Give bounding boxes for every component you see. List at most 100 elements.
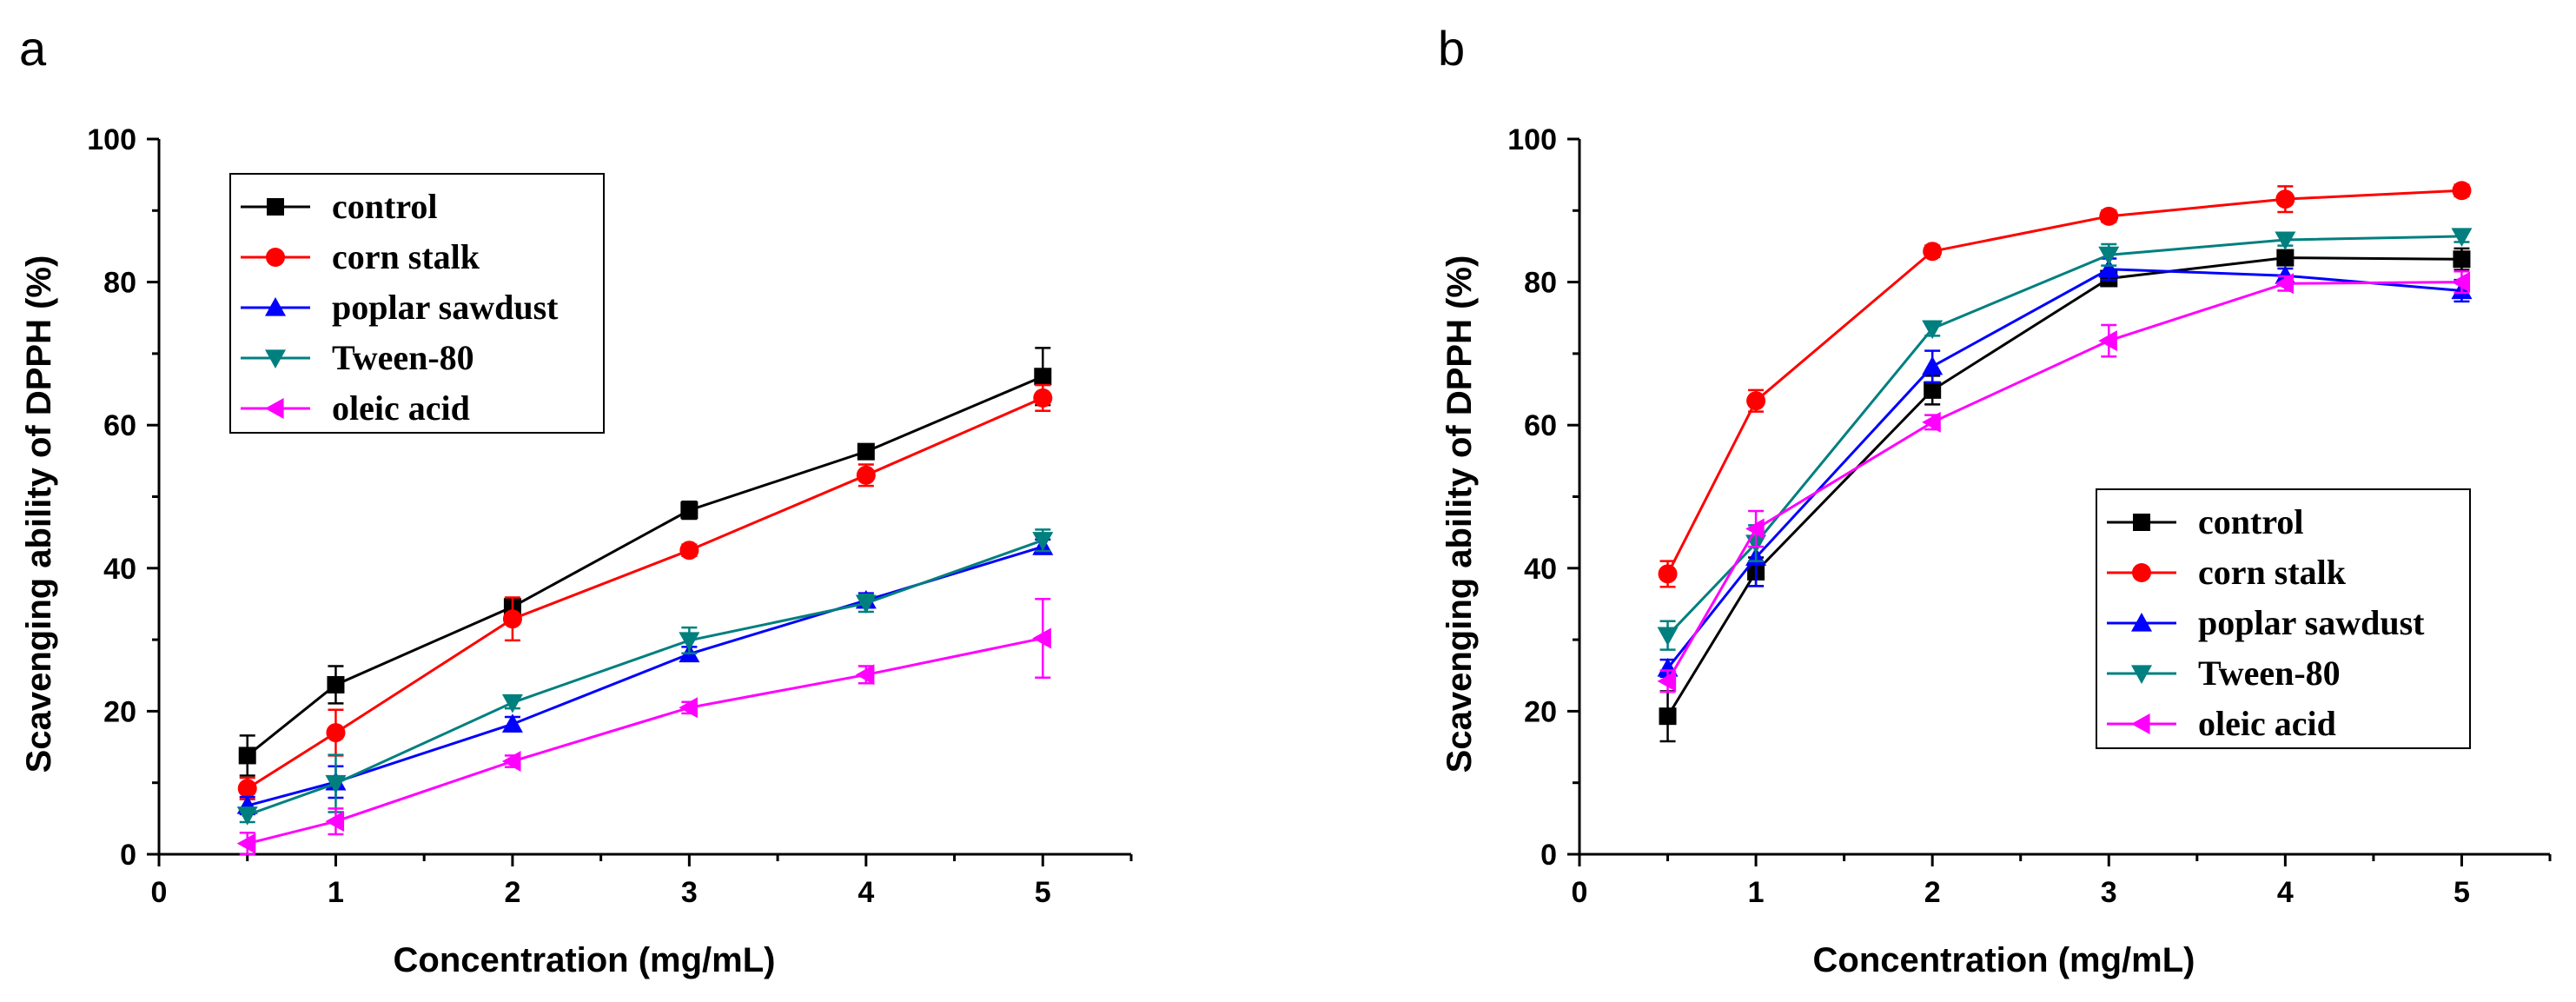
x-tick-label: 3	[681, 876, 698, 909]
data-point	[856, 465, 876, 485]
x-tick-label: 3	[2101, 876, 2117, 909]
data-point	[1924, 381, 1942, 399]
y-tick-label: 20	[103, 695, 136, 728]
y-tick-label: 100	[1507, 123, 1557, 156]
data-point	[1658, 564, 1678, 584]
data-point	[2452, 181, 2472, 201]
data-point	[1033, 388, 1053, 408]
data-point	[501, 713, 523, 733]
data-point	[501, 751, 521, 773]
x-axis-title: Concentration (mg/mL)	[1813, 941, 2195, 979]
data-point	[2275, 189, 2295, 209]
data-point	[2098, 330, 2117, 352]
y-tick-label: 20	[1524, 695, 1557, 728]
data-point	[1922, 355, 1944, 375]
x-axis-title: Concentration (mg/mL)	[394, 941, 776, 979]
series-line	[1666, 281, 2462, 682]
legend-marker	[265, 297, 286, 316]
series-line	[1666, 235, 2462, 637]
legend-marker	[2133, 514, 2150, 531]
y-tick-label: 0	[120, 839, 136, 872]
data-point	[679, 541, 699, 561]
data-point	[855, 594, 877, 614]
data-point	[236, 806, 258, 826]
data-point	[325, 811, 345, 833]
data-point	[2099, 206, 2119, 226]
series-line	[246, 375, 1043, 757]
data-point	[679, 697, 698, 719]
legend-label: Tween-80	[2198, 654, 2341, 693]
legend-label: poplar sawdust	[332, 288, 559, 327]
x-tick-label: 5	[2453, 876, 2470, 909]
panel-b-letter: b	[1438, 21, 1465, 76]
legend-label: oleic acid	[332, 388, 470, 428]
x-tick-label: 2	[1924, 876, 1941, 909]
x-tick-label: 5	[1035, 876, 1051, 909]
y-tick-label: 40	[1524, 553, 1557, 586]
legend-label: control	[332, 187, 437, 226]
series-line	[1666, 189, 2462, 575]
legend-label: control	[2198, 502, 2303, 541]
data-point	[1922, 411, 1941, 433]
data-point	[680, 501, 699, 520]
data-point	[855, 664, 875, 686]
data-point	[1032, 627, 1051, 649]
series-line	[247, 539, 1043, 817]
x-tick-label: 1	[328, 876, 344, 909]
legend-label: corn stalk	[332, 237, 480, 276]
data-point	[2451, 228, 2473, 247]
series-poplar-sawdust	[1657, 257, 2473, 679]
data-point	[2451, 271, 2471, 293]
data-point	[236, 833, 256, 854]
series-tween-80	[236, 528, 1054, 826]
data-point	[1746, 391, 1766, 411]
data-point	[2275, 231, 2296, 251]
chart-a: 0 1 2 3 4 5 0 20 40 60 80 100 Concentration (mg/mL) S…	[20, 123, 1133, 979]
data-point	[327, 675, 345, 693]
legend-box	[229, 173, 605, 434]
data-point	[679, 632, 700, 651]
data-point	[2453, 250, 2471, 269]
panel-a-letter: a	[19, 21, 47, 76]
legend-marker	[267, 198, 284, 216]
x-tick-label: 0	[151, 876, 168, 909]
series-oleic-acid	[236, 597, 1051, 856]
legend-marker	[2131, 713, 2150, 734]
legend-marker	[265, 398, 284, 419]
series-corn-stalk	[1658, 181, 2472, 588]
series-line	[247, 545, 1043, 807]
y-tick-label: 80	[1524, 267, 1557, 300]
legend-label: poplar sawdust	[2198, 603, 2425, 642]
series-line	[247, 636, 1043, 846]
y-tick-label: 60	[1524, 409, 1557, 442]
data-point	[2098, 258, 2120, 278]
data-point	[2275, 273, 2294, 295]
data-point	[1032, 532, 1054, 551]
y-tick-label: 100	[87, 123, 136, 156]
legend-marker	[266, 248, 285, 267]
series-line	[1666, 256, 2462, 717]
series-line	[246, 396, 1043, 790]
y-tick-label: 60	[103, 409, 136, 442]
x-tick-label: 1	[1748, 876, 1765, 909]
data-point	[2098, 246, 2120, 266]
legend-marker	[265, 349, 286, 368]
data-point	[1745, 518, 1765, 540]
legend-marker	[2131, 665, 2152, 684]
data-point	[237, 779, 257, 799]
y-tick-label: 0	[1540, 839, 1557, 872]
data-point	[502, 609, 522, 629]
x-tick-label: 4	[2277, 876, 2294, 909]
legend-box	[2096, 488, 2471, 749]
data-point	[1657, 670, 1677, 692]
data-point	[1657, 627, 1679, 647]
y-tick-label: 40	[103, 553, 136, 586]
legend-marker	[2131, 613, 2152, 632]
series-oleic-acid	[1657, 270, 2471, 693]
x-tick-label: 0	[1572, 876, 1588, 909]
legend: control corn stalk poplar sawdust Tween-80 o…	[229, 173, 605, 434]
series-line	[1666, 268, 2462, 669]
data-point	[1922, 320, 1944, 340]
x-tick-label: 2	[504, 876, 520, 909]
